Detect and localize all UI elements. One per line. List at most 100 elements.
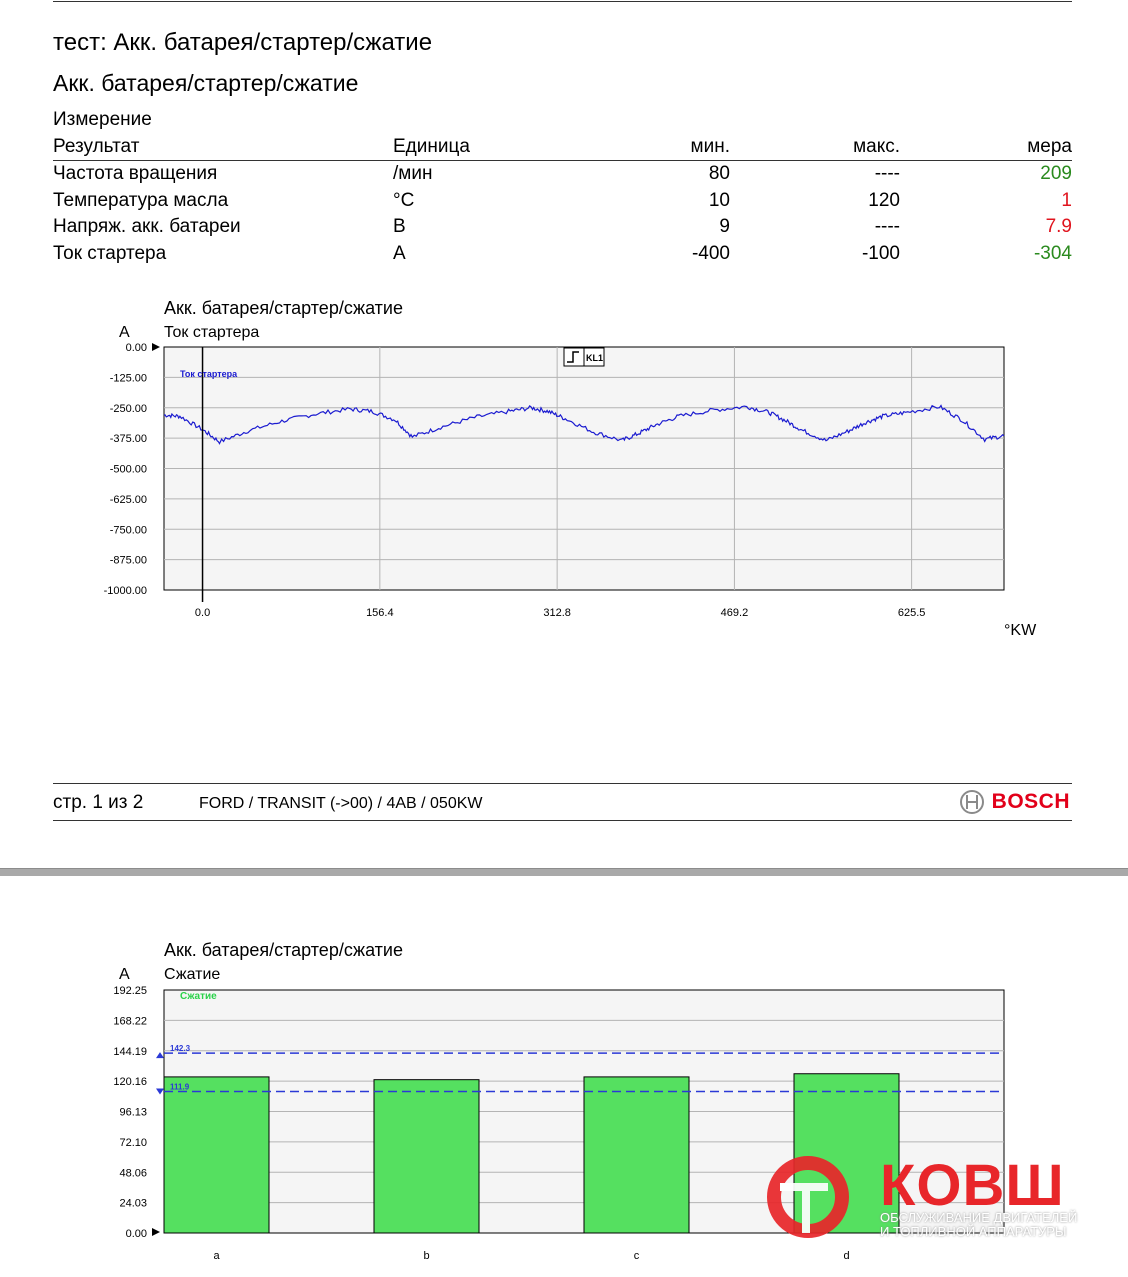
y-tick-label: 120.16 xyxy=(113,1076,147,1088)
row-min: 9 xyxy=(719,216,730,238)
header-max: макс. xyxy=(730,133,900,161)
section-row: Измерение xyxy=(53,107,1072,134)
row-value: 209 xyxy=(1040,163,1072,185)
grid xyxy=(164,347,1004,590)
report-subtitle: Акк. батарея/стартер/сжатие xyxy=(53,70,359,96)
x-tick-label: 0.0 xyxy=(195,607,210,619)
header-measure: мера xyxy=(900,133,1072,161)
x-tick-label: d xyxy=(843,1250,849,1262)
row-name: Ток стартера xyxy=(53,242,167,264)
row-value: 1 xyxy=(1061,189,1072,211)
y-zero-arrow-icon xyxy=(152,343,160,351)
row-max: 120 xyxy=(868,189,900,211)
upper-limit-arrow-icon xyxy=(156,1052,164,1059)
page-separator xyxy=(0,868,1128,877)
y-tick-label: -375.00 xyxy=(110,433,147,445)
y-tick-label: -625.00 xyxy=(110,494,147,506)
x-tick-label: 625.5 xyxy=(898,607,926,619)
threshold-label: 111.9 xyxy=(170,1083,190,1092)
x-tick-label: 312.8 xyxy=(543,607,571,619)
y-tick-label: -125.00 xyxy=(110,372,147,384)
row-name: Температура масла xyxy=(53,189,229,211)
header-unit: Единица xyxy=(393,133,578,161)
chart-title: Акк. батарея/стартер/сжатие xyxy=(164,298,403,318)
y-tick-label: 72.10 xyxy=(119,1137,147,1149)
series-legend: Сжатие xyxy=(180,991,217,1002)
y-unit-label: A xyxy=(119,324,130,341)
x-tick-label: b xyxy=(423,1250,429,1262)
lower-limit-arrow-icon xyxy=(156,1088,164,1095)
y-zero-arrow-icon xyxy=(152,1228,160,1236)
x-unit-label: °KW xyxy=(1004,622,1037,639)
table-row: Частота вращения /мин 80 ---- 209 xyxy=(53,161,1072,188)
row-value: -304 xyxy=(1033,242,1072,264)
y-tick-label: -500.00 xyxy=(110,464,147,476)
header-result: Результат xyxy=(53,133,393,161)
threshold-label: 142.3 xyxy=(170,1044,191,1053)
y-tick-label: 192.25 xyxy=(113,985,147,997)
table-row: Температура масла °C 10 120 1 xyxy=(53,188,1072,215)
y-axis-ticks: 0.00 -125.00 -250.00 -375.00 -500.00 -625.00 -… xyxy=(104,342,147,597)
y-tick-label: 168.22 xyxy=(113,1015,147,1027)
bosch-logo: BOSCH xyxy=(959,788,1070,816)
x-tick-label: 469.2 xyxy=(721,607,749,619)
table-row: Ток стартера A -400 -100 -304 xyxy=(53,241,1072,268)
kovsh-logo xyxy=(767,1156,849,1238)
x-tick-label: c xyxy=(634,1250,640,1262)
row-unit: В xyxy=(393,216,406,238)
y-tick-label: 48.06 xyxy=(119,1167,147,1179)
top-rule xyxy=(53,1,1072,2)
x-axis-ticks: 0.0 156.4 312.8 469.2 625.5 xyxy=(195,607,925,619)
y-unit-label: A xyxy=(119,966,130,983)
y-tick-label: 0.00 xyxy=(126,1228,147,1240)
row-name: Напряж. акк. батареи xyxy=(53,216,241,238)
trigger-label: KL1 xyxy=(586,353,603,363)
row-max: -100 xyxy=(861,242,900,264)
row-unit: A xyxy=(393,242,406,264)
y-axis-ticks: 192.25 168.22 144.19 120.16 96.13 72.10 48.06 2… xyxy=(113,985,147,1240)
y-tick-label: 96.13 xyxy=(119,1107,147,1119)
table-header: Результат Единица мин. макс. мера xyxy=(53,133,1072,161)
report-title: тест: Акк. батарея/стартер/сжатие xyxy=(53,29,433,56)
series-line xyxy=(163,404,1005,445)
x-tick-label: 156.4 xyxy=(366,607,394,619)
watermark-line1: ОБСЛУЖИВАНИЕ ДВИГАТЕЛЕЙ xyxy=(880,1210,1078,1225)
results-table: Измерение Результат Единица мин. макс. м… xyxy=(53,107,1072,267)
starter-current-chart: Акк. батарея/стартер/сжатие A Ток старте… xyxy=(104,298,1038,639)
x-tick-label: a xyxy=(213,1250,220,1262)
row-max: ---- xyxy=(874,216,900,238)
watermark-line2: И ТОПЛИВНОЙ АППАРАТУРЫ xyxy=(880,1224,1067,1239)
page-footer: стр. 1 из 2 FORD / TRANSIT (->00) / 4AB … xyxy=(53,783,1072,821)
row-min: 80 xyxy=(708,163,730,185)
threshold-lines: 142.3 111.9 xyxy=(156,1044,1004,1095)
y-tick-label: 0.00 xyxy=(126,342,147,354)
row-min: -400 xyxy=(691,242,730,264)
row-unit: /мин xyxy=(393,163,433,185)
section-label: Измерение xyxy=(53,109,152,131)
y-tick-label: -875.00 xyxy=(110,555,147,567)
row-name: Частота вращения xyxy=(53,163,218,185)
bosch-wordmark: BOSCH xyxy=(991,790,1070,813)
report-page-1: тест: Акк. батарея/стартер/сжатие Акк. б… xyxy=(53,1,1072,821)
chart-subtitle: Сжатие xyxy=(164,966,220,983)
watermark-tagline: ОБСЛУЖИВАНИЕ ДВИГАТЕЛЕЙ И ТОПЛИВНОЙ АППА… xyxy=(880,1211,1077,1239)
y-tick-label: -750.00 xyxy=(110,524,147,536)
trigger-icon xyxy=(563,347,605,367)
bosch-armature-icon xyxy=(959,790,984,814)
series-legend: Ток стартера xyxy=(180,369,238,379)
y-tick-label: 144.19 xyxy=(113,1046,147,1058)
row-min: 10 xyxy=(708,189,730,211)
y-tick-label: -250.00 xyxy=(110,403,147,415)
bar xyxy=(583,1076,690,1234)
page-number: стр. 1 из 2 xyxy=(53,792,144,813)
header-min: мин. xyxy=(578,133,730,161)
chart-title: Акк. батарея/стартер/сжатие xyxy=(164,940,403,960)
row-max: ---- xyxy=(874,163,900,185)
row-value: 7.9 xyxy=(1045,216,1072,238)
compression-chart: Акк. батарея/стартер/сжатие A Сжатие 192… xyxy=(113,940,1005,1262)
bar xyxy=(373,1079,480,1234)
row-unit: °C xyxy=(393,189,415,211)
y-tick-label: 24.03 xyxy=(119,1198,147,1210)
chart-subtitle: Ток стартера xyxy=(164,324,259,341)
y-tick-label: -1000.00 xyxy=(104,585,147,597)
